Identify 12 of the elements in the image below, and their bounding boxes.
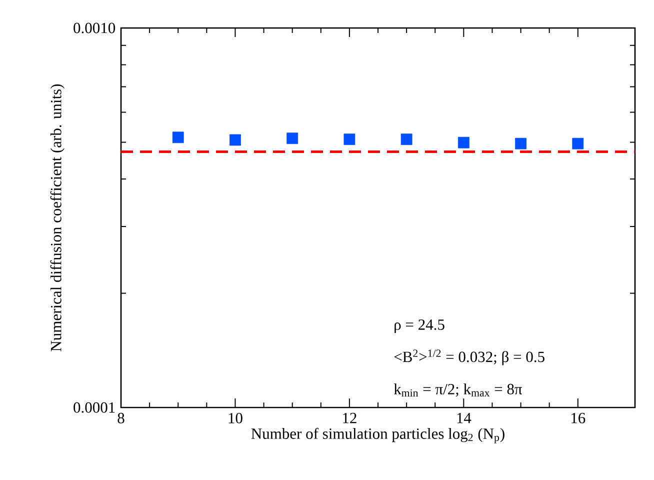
x-tick-label: 10 xyxy=(228,412,242,424)
x-tick-label: 16 xyxy=(571,412,586,424)
y-axis-title: Numerical diffusion coefficient (arb. units) xyxy=(50,84,64,352)
y-tick-label: 0.0010 xyxy=(74,22,116,34)
x-tick-label: 14 xyxy=(457,412,472,424)
y-tick-label: 0.0001 xyxy=(74,402,115,413)
x-tick-label: 12 xyxy=(343,412,356,424)
x-axis-title: Number of simulation particles log$_{2}$ (N$_{p}$) xyxy=(251,428,504,444)
annotation: <B$^{2}$>$^{1/2}$ = 0.032; β = 0.5 xyxy=(394,350,544,366)
annotation: ρ = 24.5 xyxy=(394,319,444,334)
annotation: k$_{min}$ = π/2; k$_{max}$ = 8π xyxy=(394,383,522,397)
x-tick-label: 8 xyxy=(118,412,124,424)
